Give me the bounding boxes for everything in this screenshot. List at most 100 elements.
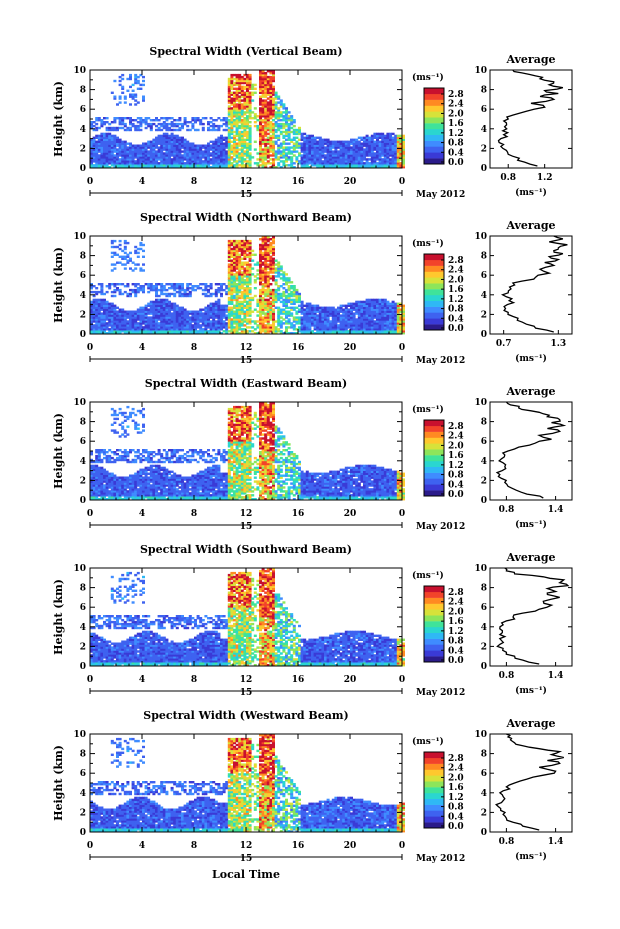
heatmap-cell: [188, 146, 192, 149]
heatmap-cell: [186, 328, 190, 331]
heatmap-cell: [396, 136, 400, 139]
heatmap-cell: [243, 154, 247, 157]
heatmap-cell: [230, 320, 234, 323]
heatmap-cell: [308, 316, 312, 319]
heatmap-cell: [136, 251, 140, 255]
heatmap-cell: [105, 324, 109, 327]
heatmap-cell: [373, 324, 377, 327]
heatmap-cell: [360, 316, 364, 319]
heatmap-cell: [230, 259, 234, 262]
heatmap-cell: [175, 283, 179, 286]
heatmap-cell: [110, 330, 114, 333]
heatmap-cell: [220, 304, 223, 307]
heatmap-cell: [292, 150, 296, 153]
heatmap-cell: [383, 138, 387, 141]
heatmap-cell: [313, 150, 317, 153]
heatmap-cell: [238, 105, 242, 108]
heatmap-cell: [214, 124, 218, 128]
heatmap-cell: [220, 312, 223, 315]
heatmap-cell: [269, 134, 273, 138]
heatmap-cell: [402, 140, 405, 143]
heatmap-cell: [162, 117, 166, 120]
heatmap-cell: [97, 308, 101, 311]
heatmap-cell: [402, 138, 405, 141]
heatmap-cell: [269, 89, 273, 92]
heatmap-cell: [266, 253, 270, 256]
heatmap-cell: [149, 128, 153, 132]
heatmap-cell: [230, 267, 234, 270]
heatmap-cell: [113, 322, 117, 325]
day-label: 15: [240, 190, 253, 200]
heatmap-cell: [274, 136, 278, 139]
heatmap-cell: [139, 324, 143, 327]
heatmap-cell: [100, 320, 104, 323]
heatmap-cell: [134, 310, 138, 313]
heatmap-cell: [238, 290, 242, 294]
heatmap-cell: [235, 95, 239, 98]
heatmap-cell: [142, 119, 145, 122]
heatmap-cell: [90, 124, 93, 128]
heatmap-cell: [290, 158, 294, 161]
heatmap-cell: [155, 119, 158, 122]
heatmap-cell: [339, 154, 343, 157]
heatmap-cell: [222, 324, 226, 327]
heatmap-cell: [165, 132, 169, 136]
heatmap-cell: [220, 154, 223, 157]
heatmap-cell: [90, 140, 93, 143]
heatmap-cell: [110, 150, 114, 153]
heatmap-cell: [285, 314, 288, 317]
heatmap-cell: [136, 328, 140, 331]
heatmap-cell: [188, 316, 192, 319]
heatmap-cell: [157, 288, 161, 292]
heatmap-cell: [274, 326, 278, 329]
heatmap-cell: [220, 324, 223, 327]
heatmap-cell: [238, 91, 242, 94]
heatmap-cell: [272, 296, 275, 300]
heatmap-cell: [311, 164, 314, 167]
heatmap-cell: [272, 148, 275, 151]
heatmap-cell: [352, 150, 356, 153]
heatmap-cell: [256, 263, 260, 266]
heatmap-cell: [274, 128, 278, 132]
heatmap-cell: [269, 124, 273, 128]
heatmap-cell: [378, 160, 382, 163]
heatmap-cell: [313, 162, 317, 165]
heatmap-cell: [272, 126, 275, 130]
heatmap-cell: [368, 314, 372, 317]
heatmap-cell: [357, 304, 361, 307]
heatmap-cell: [248, 107, 252, 110]
heatmap-cell: [331, 328, 335, 331]
heatmap-cell: [272, 290, 275, 294]
heatmap-cell: [246, 314, 249, 317]
heatmap-cell: [363, 156, 366, 159]
heatmap-cell: [162, 312, 166, 315]
heatmap-cell: [123, 245, 127, 249]
heatmap-cell: [264, 95, 268, 98]
heatmap-cell: [160, 316, 164, 319]
heatmap-cell: [230, 158, 234, 161]
heatmap-cell: [233, 316, 236, 319]
heatmap-cell: [191, 316, 195, 319]
heatmap-cell: [246, 87, 249, 90]
heatmap-cell: [285, 158, 288, 161]
heatmap-cell: [259, 122, 262, 126]
heatmap-cell: [152, 138, 156, 141]
heatmap-cell: [118, 117, 122, 120]
heatmap-cell: [162, 306, 166, 309]
heatmap-cell: [355, 308, 359, 311]
heatmap-cell: [318, 154, 322, 157]
heatmap-cell: [274, 271, 278, 274]
heatmap-cell: [329, 314, 333, 317]
heatmap-cell: [321, 140, 325, 143]
heatmap-cell: [285, 302, 288, 305]
heatmap-cell: [126, 310, 130, 313]
heatmap-cell: [162, 287, 166, 290]
heatmap-cell: [121, 85, 125, 89]
heatmap-cell: [227, 128, 231, 132]
heatmap-cell: [326, 326, 330, 329]
heatmap-cell: [266, 245, 270, 249]
heatmap-cell: [246, 279, 249, 282]
heatmap-cell: [313, 160, 317, 163]
heatmap-cell: [173, 322, 177, 325]
heatmap-cell: [321, 306, 325, 309]
